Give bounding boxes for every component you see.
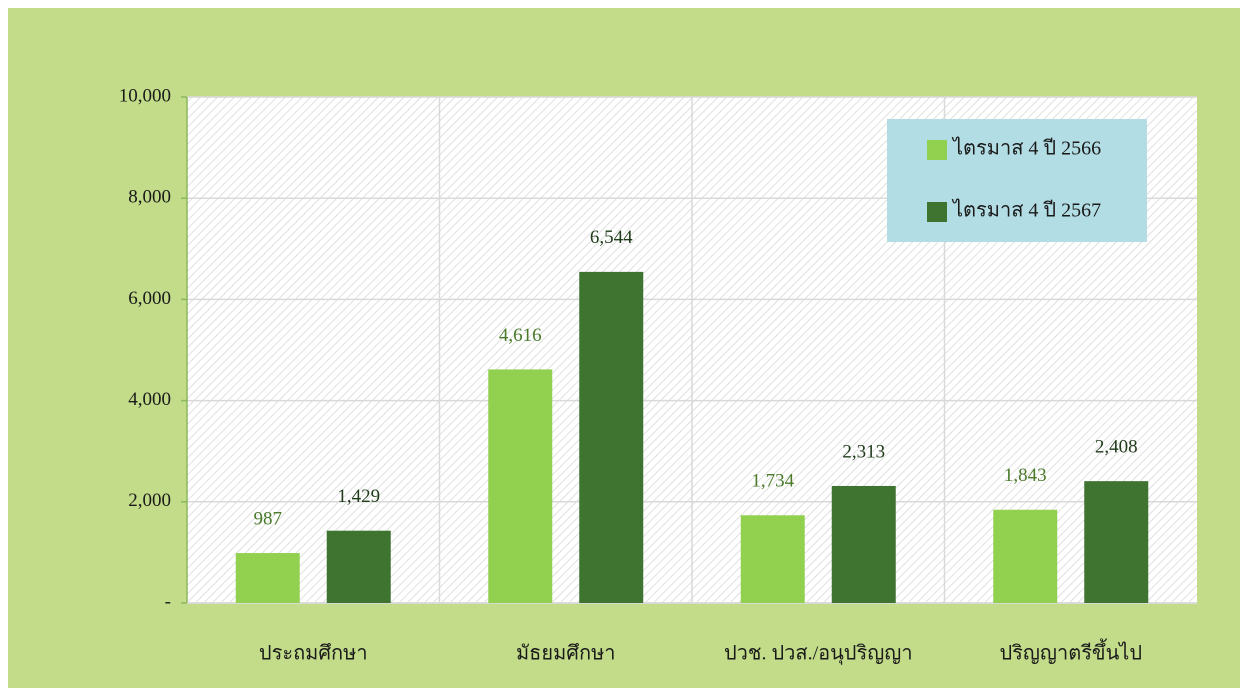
bar <box>488 369 553 603</box>
x-tick-label: ประถมศึกษา <box>259 643 368 665</box>
data-label: 6,544 <box>590 227 633 248</box>
y-tick-label: 8,000 <box>128 187 171 208</box>
legend-swatch <box>927 140 947 160</box>
y-tick-label: 10,000 <box>119 85 171 106</box>
bar <box>326 530 391 603</box>
data-label: 1,843 <box>1004 465 1047 486</box>
y-tick-label: 2,000 <box>128 490 171 511</box>
x-tick-label: มัธยมศึกษา <box>516 643 616 665</box>
legend-label: ไตรมาส 4 ปี 2566 <box>951 137 1101 160</box>
x-tick-label: ปวช. ปวส./อนุปริญญา <box>724 643 913 666</box>
bar <box>1084 481 1149 603</box>
x-tick-label: ปริญญาตรีขึ้นไป <box>999 639 1142 665</box>
bar <box>740 515 805 603</box>
bar <box>579 271 644 603</box>
data-label: 1,734 <box>751 471 794 492</box>
data-label: 4,616 <box>499 325 542 346</box>
bar <box>235 553 300 603</box>
y-tick-label: 6,000 <box>128 288 171 309</box>
legend-swatch <box>927 202 947 222</box>
legend-label: ไตรมาส 4 ปี 2567 <box>951 199 1101 222</box>
bar <box>831 485 896 603</box>
y-tick-label: - <box>165 591 171 612</box>
data-label: 2,313 <box>842 441 885 462</box>
y-tick-label: 4,000 <box>128 389 171 410</box>
data-label: 987 <box>254 508 283 529</box>
data-label: 1,429 <box>337 486 380 507</box>
data-label: 2,408 <box>1095 437 1138 458</box>
bar <box>993 509 1058 603</box>
